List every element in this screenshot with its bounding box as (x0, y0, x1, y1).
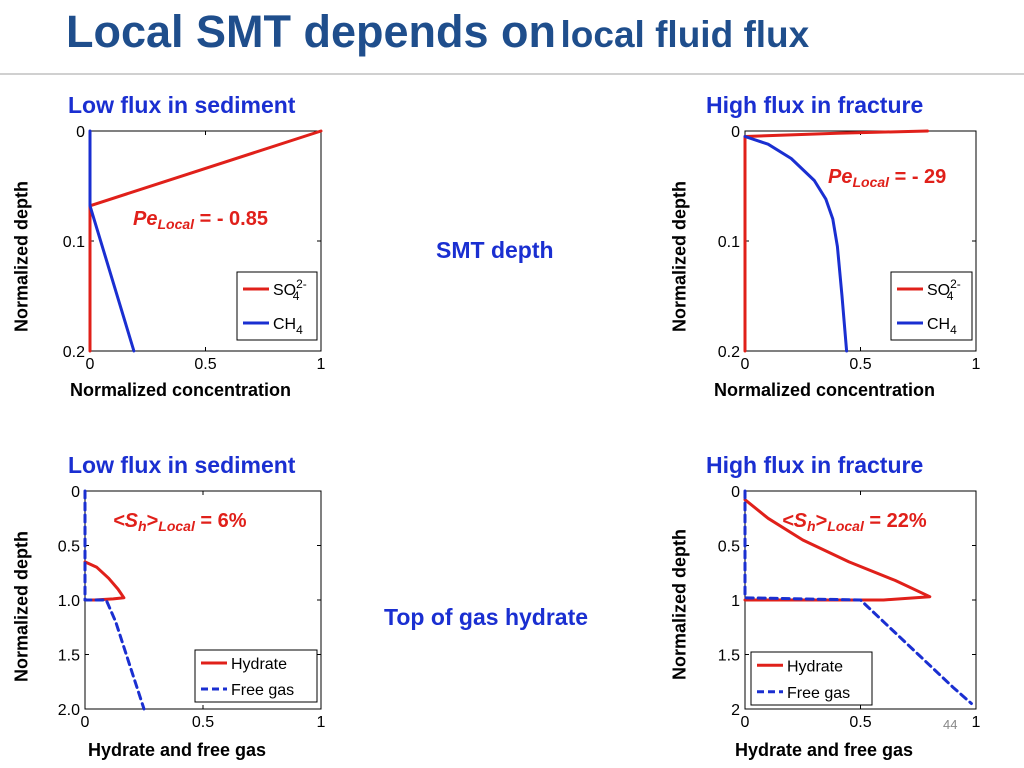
legend-label: SO2-4 (273, 277, 307, 303)
y-tick-label: 0.5 (58, 539, 80, 556)
slide-title-sub: local fluid flux (560, 14, 810, 55)
y-tick-label: 2.0 (58, 702, 80, 719)
legend-box (890, 271, 973, 341)
x-tick-label: 0.5 (849, 714, 871, 731)
x-tick-label: 1 (317, 356, 326, 373)
legend-label: Hydrate (787, 658, 843, 675)
x-tick-label: 0 (741, 356, 750, 373)
top-of-gas-hydrate-label: Top of gas hydrate (384, 604, 589, 630)
x-tick-label: 0.5 (192, 714, 214, 731)
legend-box (194, 649, 318, 703)
chart-title: High flux in fracture (706, 452, 924, 478)
legend-label: Free gas (787, 685, 850, 702)
y-tick-label: 0.2 (718, 344, 740, 361)
legend-box (236, 271, 318, 341)
x-tick-label: 0 (86, 356, 95, 373)
y-tick-label: 0.1 (63, 234, 85, 251)
chart-title: Low flux in sediment (68, 92, 296, 118)
series-line-ch (743, 135, 849, 353)
y-tick-label: 0.2 (63, 344, 85, 361)
y-tick-label: 1.0 (58, 593, 80, 610)
legend-label: CH4 (273, 316, 303, 337)
y-tick-label: 0.5 (718, 539, 740, 556)
chart-title: Low flux in sediment (68, 452, 296, 478)
legend-box (750, 651, 873, 706)
y-tick-label: 1.5 (718, 648, 740, 665)
legend-label: Free gas (231, 682, 294, 699)
x-axis-label: Hydrate and free gas (735, 740, 914, 760)
chart-annotation: PeLocal = - 0.85 (133, 208, 268, 232)
series-line-so (743, 129, 929, 353)
slide-title-main: Local SMT depends on (66, 6, 557, 57)
x-tick-label: 0 (741, 714, 750, 731)
series-line-free-gas (743, 489, 973, 705)
y-tick-label: 0 (731, 124, 740, 141)
legend-label: SO2-4 (927, 277, 961, 303)
y-tick-label: 2 (731, 702, 740, 719)
smt-depth-label: SMT depth (436, 237, 554, 263)
x-tick-label: 0 (81, 714, 90, 731)
chart-annotation: PeLocal = - 29 (828, 166, 946, 190)
legend-label: Hydrate (231, 656, 287, 673)
x-axis-label: Normalized concentration (714, 380, 936, 400)
y-tick-label: 1 (731, 593, 740, 610)
series-line-free-gas (83, 489, 146, 711)
series-line-hydrate (743, 498, 932, 602)
x-tick-label: 1 (972, 356, 981, 373)
slide-title: Local SMT depends on local fluid flux (66, 6, 809, 58)
y-tick-label: 0 (76, 124, 85, 141)
page-number: 44 (943, 717, 958, 732)
x-axis-label: Hydrate and free gas (88, 740, 267, 760)
chart-annotation: <Sh>Local = 6% (113, 510, 247, 534)
y-tick-label: 0.1 (718, 234, 740, 251)
title-divider (0, 73, 1024, 75)
y-tick-label: 0 (71, 484, 80, 501)
x-tick-label: 0.5 (194, 356, 216, 373)
chart-title: High flux in fracture (706, 92, 924, 118)
x-tick-label: 1 (972, 714, 981, 731)
x-tick-label: 1 (317, 714, 326, 731)
chart-annotation: <Sh>Local = 22% (782, 510, 927, 534)
legend-label: CH4 (927, 316, 957, 337)
x-axis-label: Normalized concentration (70, 380, 292, 400)
x-tick-label: 0.5 (849, 356, 871, 373)
series-line-ch (88, 129, 136, 353)
y-tick-label: 0 (731, 484, 740, 501)
y-tick-label: 1.5 (58, 648, 80, 665)
